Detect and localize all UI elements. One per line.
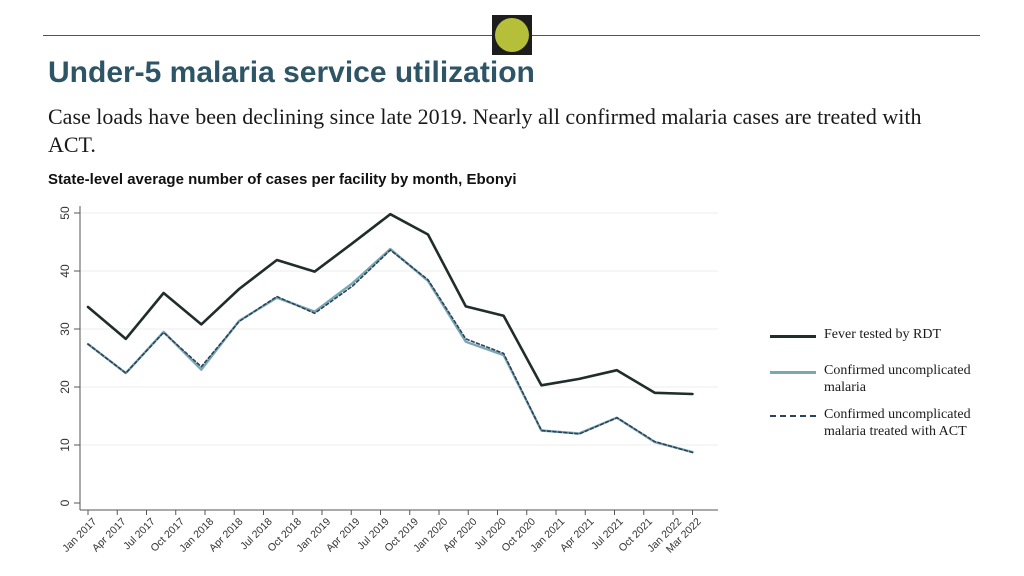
y-tick-label: 50 (58, 206, 72, 220)
legend-swatch (770, 371, 816, 374)
logo-dot-icon (495, 18, 529, 52)
logo-badge (492, 15, 532, 55)
series-line-3 (87, 249, 694, 454)
legend-swatch (770, 335, 816, 338)
page-subtitle: Case loads have been declining since lat… (48, 104, 922, 157)
legend-label: Confirmed uncomplicated malaria treated … (824, 407, 971, 439)
legend-label: Confirmed uncomplicated malaria (824, 363, 971, 395)
y-tick-label: 40 (58, 264, 72, 278)
series-line-2 (86, 247, 694, 454)
page-title: Under-5 malaria service utilization (48, 56, 535, 89)
y-tick-label: 0 (58, 499, 72, 506)
chart-title: State-level average number of cases per … (48, 171, 517, 188)
y-tick-label: 30 (58, 322, 72, 336)
legend-swatch (770, 415, 816, 417)
series-line-1 (86, 212, 694, 396)
y-tick-label: 10 (58, 438, 72, 452)
legend-label: Fever tested by RDT (824, 327, 942, 342)
y-tick-label: 20 (58, 380, 72, 394)
